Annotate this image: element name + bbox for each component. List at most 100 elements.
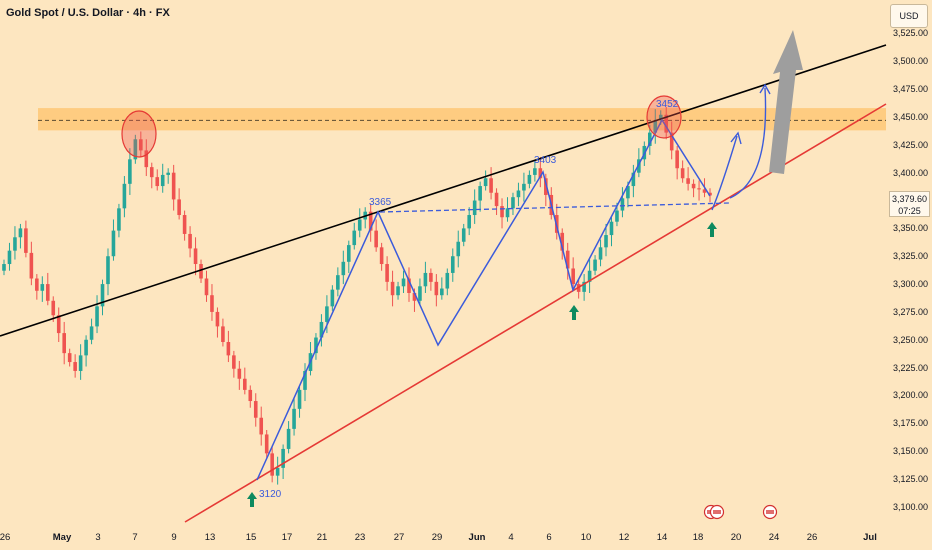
candle-body <box>210 295 214 312</box>
candle-body <box>259 417 264 435</box>
candle-body <box>708 192 712 196</box>
candle-body <box>396 286 400 296</box>
candle-body <box>182 215 187 234</box>
candle-body <box>226 341 231 356</box>
candle-body <box>155 177 160 187</box>
candle-body <box>587 270 592 282</box>
candle-body <box>67 353 72 363</box>
projection-path-2 <box>729 87 767 199</box>
price-tick: 3,250.00 <box>893 334 929 345</box>
candle-body <box>390 281 395 296</box>
candle-body <box>292 408 296 429</box>
candle-body <box>314 337 318 354</box>
candle-body <box>544 178 548 195</box>
candle-body <box>177 199 181 216</box>
price-tick: 3,175.00 <box>893 418 929 429</box>
candle-body <box>511 197 515 209</box>
candle-body <box>166 172 170 175</box>
candle-body <box>680 168 685 179</box>
top-highlight-circle-2 <box>646 95 682 139</box>
candle-body <box>40 284 45 291</box>
candle-body <box>686 178 690 184</box>
candle-body <box>571 268 575 285</box>
candle-body <box>604 235 608 248</box>
us-flag-event-stripe <box>766 510 774 514</box>
candle-body <box>653 120 658 133</box>
candle-body <box>35 278 39 291</box>
candle-body <box>111 230 116 257</box>
resistance-zone <box>38 108 886 131</box>
candle-body <box>188 233 192 249</box>
candle-body <box>122 183 127 209</box>
candle-body <box>204 278 209 296</box>
candle-body <box>407 278 411 293</box>
candle-body <box>489 178 493 193</box>
time-tick: 18 <box>692 532 704 543</box>
candle-body <box>303 370 307 390</box>
candle-body <box>51 300 56 316</box>
time-tick: May <box>52 532 72 543</box>
candle-body <box>232 355 236 369</box>
candle-body <box>243 378 247 390</box>
price-axis[interactable] <box>887 0 932 550</box>
candle-body <box>385 264 389 282</box>
candle-body <box>2 264 6 271</box>
price-tick: 3,150.00 <box>893 446 929 457</box>
candle-body <box>456 241 461 257</box>
candle-body <box>286 428 291 449</box>
price-tick: 3,475.00 <box>893 84 929 95</box>
currency-button[interactable]: USD <box>890 4 928 28</box>
candle-body <box>237 368 242 379</box>
projection-path-1 <box>711 135 738 211</box>
candle-body <box>62 333 67 354</box>
candle-body <box>527 174 532 184</box>
candle-body <box>500 206 504 218</box>
candle-body <box>582 281 586 292</box>
candle-body <box>24 228 28 253</box>
projection-arrow <box>769 30 803 174</box>
candle-body <box>45 284 50 301</box>
price-annotation-swing_high: 3403 <box>534 155 557 166</box>
candle-body <box>253 401 258 418</box>
support-trendline <box>184 103 887 523</box>
candle-body <box>248 389 253 402</box>
time-tick: 20 <box>730 532 742 543</box>
time-tick: 15 <box>245 532 257 543</box>
candle-body <box>7 250 12 265</box>
candle-body <box>429 272 433 282</box>
candle-body <box>139 139 143 151</box>
candle-body <box>379 247 384 265</box>
price-tick: 3,325.00 <box>893 251 929 262</box>
candle-body <box>193 248 198 265</box>
candle-body <box>483 178 488 187</box>
time-tick: 3 <box>95 532 101 543</box>
candle-body <box>357 219 362 231</box>
time-tick: 27 <box>393 532 405 543</box>
candle-body <box>160 174 165 187</box>
candle-body <box>565 250 570 269</box>
candle-body <box>637 159 641 173</box>
candle-body <box>675 150 679 169</box>
time-tick: 13 <box>204 532 216 543</box>
candle-body <box>620 198 625 211</box>
last-price: 3,379.60 <box>891 194 928 204</box>
candle-body <box>423 272 428 287</box>
candle-body <box>658 114 663 121</box>
candle-body <box>56 315 61 334</box>
candle-body <box>144 150 149 168</box>
candle-body <box>401 278 406 287</box>
candle-body <box>593 259 597 271</box>
candle-body <box>89 326 94 340</box>
candle-body <box>434 281 439 296</box>
candle-body <box>467 215 471 229</box>
price-tick: 3,100.00 <box>893 501 929 512</box>
price-tick: 3,225.00 <box>893 362 929 373</box>
candle-body <box>691 183 696 189</box>
candle-body <box>631 172 636 187</box>
price-tick: 3,200.00 <box>893 390 929 401</box>
candle-body <box>368 211 373 231</box>
candle-body <box>117 208 121 231</box>
candle-body <box>128 159 132 184</box>
